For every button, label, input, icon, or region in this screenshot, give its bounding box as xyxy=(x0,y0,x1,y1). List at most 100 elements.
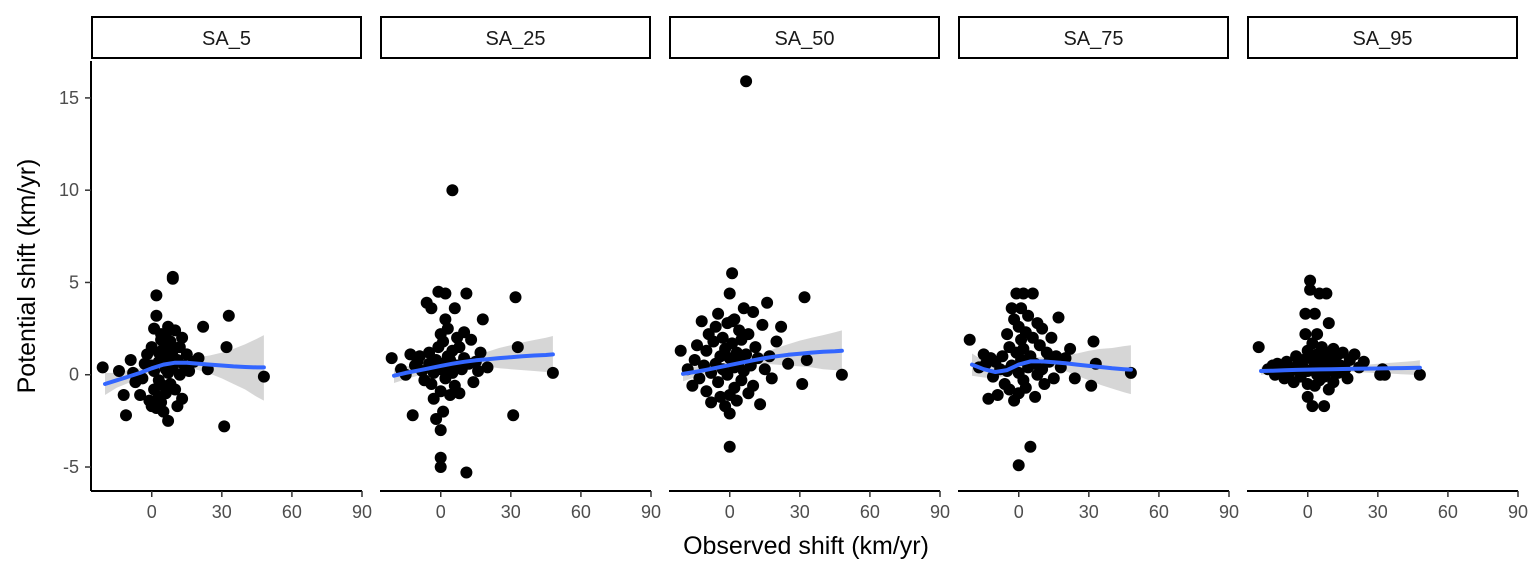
scatter-point xyxy=(1085,379,1098,392)
scatter-point xyxy=(723,407,736,420)
scatter-point xyxy=(1001,328,1014,341)
scatter-point xyxy=(162,414,175,427)
scatter-point xyxy=(758,363,771,376)
x-axis-title: Observed shift (km/yr) xyxy=(683,532,929,560)
scatter-point xyxy=(220,341,233,354)
facet-strip xyxy=(958,16,1229,59)
x-tick-label: 0 xyxy=(147,502,157,522)
scatter-point xyxy=(437,335,450,348)
scatter-point xyxy=(136,372,149,385)
confidence-band xyxy=(972,345,1131,395)
x-tick-label: 90 xyxy=(641,502,661,522)
scatter-point xyxy=(996,350,1009,363)
scatter-points xyxy=(96,270,270,433)
scatter-point xyxy=(1003,383,1016,396)
scatter-point xyxy=(712,376,725,389)
scatter-point xyxy=(413,350,426,363)
facet-strip xyxy=(91,16,362,59)
y-tick-label: 5 xyxy=(69,272,79,292)
scatter-point xyxy=(726,337,739,350)
scatter-point xyxy=(467,376,480,389)
scatter-point xyxy=(723,287,736,300)
scatter-point xyxy=(1378,368,1391,381)
scatter-point xyxy=(1320,287,1333,300)
scatter-point xyxy=(733,324,746,337)
facet-strip-label: SA_5 xyxy=(202,28,251,50)
scatter-point xyxy=(218,420,231,433)
x-tick-label: 30 xyxy=(501,502,521,522)
scatter-point xyxy=(716,331,729,344)
scatter-point xyxy=(1019,381,1032,394)
scatter-point xyxy=(439,313,452,326)
scatter-points xyxy=(385,184,559,479)
smooth-line xyxy=(970,359,1133,374)
scatter-point xyxy=(674,344,687,357)
scatter-point xyxy=(546,366,559,379)
scatter-point xyxy=(1005,302,1018,315)
facet-panel: SA_95 0 30 60 90 xyxy=(1247,16,1528,522)
scatter-point xyxy=(1064,342,1077,355)
scatter-point xyxy=(714,390,727,403)
scatter-point xyxy=(164,335,177,348)
scatter-point xyxy=(124,354,137,366)
scatter-point xyxy=(982,392,995,405)
scatter-point xyxy=(688,354,701,366)
scatter-point xyxy=(1038,378,1051,390)
scatter-point xyxy=(197,320,210,333)
scatter-point xyxy=(472,365,485,377)
scatter-point xyxy=(1036,322,1049,335)
x-tick-label: 90 xyxy=(1219,502,1239,522)
scatter-point xyxy=(385,352,398,365)
scatter-point xyxy=(437,405,450,418)
scatter-point xyxy=(800,354,813,366)
scatter-point xyxy=(835,368,848,381)
scatter-point xyxy=(460,466,473,479)
scatter-point xyxy=(507,409,520,422)
scatter-point xyxy=(406,409,419,422)
x-tick-label: 30 xyxy=(1079,502,1099,522)
scatter-point xyxy=(991,389,1004,401)
scatter-point xyxy=(434,424,447,437)
smooth-line xyxy=(1259,365,1422,373)
y-tick-label: 15 xyxy=(59,88,79,108)
scatter-point xyxy=(183,365,196,377)
scatter-point xyxy=(192,352,205,365)
scatter-point xyxy=(1304,283,1317,296)
scatter-point xyxy=(159,387,172,400)
scatter-point xyxy=(730,346,743,359)
scatter-point xyxy=(150,309,163,322)
scatter-point xyxy=(173,368,186,381)
facet-strip-label: SA_75 xyxy=(1063,28,1123,50)
scatter-point xyxy=(1306,400,1319,413)
x-tick-label: 0 xyxy=(436,502,446,522)
scatter-point xyxy=(150,289,163,302)
scatter-point xyxy=(176,331,189,344)
scatter-point xyxy=(796,378,809,390)
scatter-point xyxy=(511,341,524,354)
x-tick-label: 60 xyxy=(1149,502,1169,522)
scatter-point xyxy=(1050,350,1063,363)
scatter-point xyxy=(120,409,132,422)
x-tick-label: 30 xyxy=(212,502,232,522)
x-tick-label: 90 xyxy=(1508,502,1528,522)
x-tick-label: 30 xyxy=(790,502,810,522)
scatter-point xyxy=(134,389,147,401)
x-tick-label: 0 xyxy=(725,502,735,522)
scatter-point xyxy=(1052,311,1065,324)
scatter-point xyxy=(747,306,760,318)
scatter-point xyxy=(1341,372,1354,385)
y-tick-label: 0 xyxy=(69,365,79,385)
scatter-point xyxy=(96,361,109,374)
x-tick-label: 60 xyxy=(860,502,880,522)
scatter-point xyxy=(1047,372,1060,385)
facet-panel: SA_25 0 30 60 90 xyxy=(380,16,661,522)
scatter-point xyxy=(723,440,736,453)
scatter-point xyxy=(1087,335,1100,348)
scatter-point xyxy=(775,320,788,333)
scatter-point xyxy=(169,383,182,396)
scatter-point xyxy=(712,307,725,320)
scatter-point xyxy=(439,287,452,300)
scatter-point xyxy=(740,348,753,361)
scatter-point xyxy=(1068,372,1081,385)
